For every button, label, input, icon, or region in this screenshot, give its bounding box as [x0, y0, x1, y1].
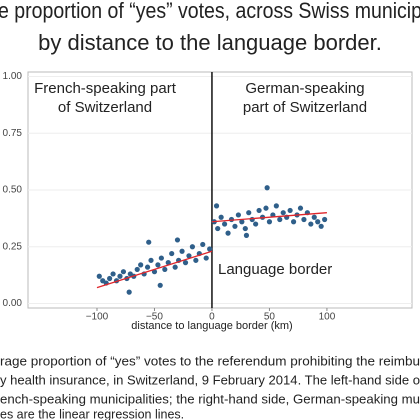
- point: [107, 275, 113, 282]
- y-tick-label: 0.25: [3, 241, 23, 252]
- x-tick-label: −50: [146, 312, 163, 323]
- point: [264, 185, 270, 191]
- caption: es are the linear regression lines.: [0, 407, 184, 420]
- point: [263, 205, 269, 211]
- point: [172, 264, 178, 270]
- point: [110, 271, 116, 277]
- point: [225, 230, 231, 236]
- caption: rage proportion of “yes” votes to the re…: [0, 354, 420, 368]
- caption: y health insurance, in Switzerland, 9 Fe…: [0, 373, 420, 387]
- point: [235, 212, 241, 218]
- annotation: French-speaking part: [34, 80, 177, 97]
- point: [277, 216, 283, 223]
- point: [297, 205, 304, 211]
- x-tick-label: 0: [209, 312, 215, 323]
- point: [148, 257, 154, 263]
- title: e proportion of “yes” votes, across Swis…: [0, 0, 420, 23]
- point: [126, 289, 132, 295]
- point: [243, 232, 250, 238]
- point: [207, 246, 213, 252]
- point: [239, 219, 245, 225]
- caption: ench-speaking municipalities; the right-…: [0, 392, 420, 406]
- point: [287, 207, 293, 214]
- x-axis-label: distance to language border (km): [131, 320, 292, 332]
- point: [246, 210, 252, 216]
- x-tick-label: 100: [319, 312, 336, 323]
- point: [146, 239, 152, 245]
- annotation: German-speaking: [245, 80, 364, 97]
- point: [215, 225, 221, 232]
- point: [308, 221, 314, 227]
- point: [96, 273, 102, 279]
- point: [253, 221, 259, 227]
- point: [249, 216, 255, 223]
- point: [158, 255, 164, 261]
- point: [315, 219, 321, 225]
- regression-line: [96, 250, 213, 289]
- annotation: of Switzerland: [58, 99, 152, 116]
- y-tick-label: 1.00: [3, 71, 23, 82]
- x-tick-label: −100: [86, 312, 109, 323]
- point: [120, 269, 127, 275]
- point: [232, 223, 238, 229]
- point: [179, 248, 185, 254]
- point: [169, 250, 175, 257]
- y-tick-label: 0.75: [3, 128, 23, 139]
- point: [213, 203, 220, 209]
- regression-line: [211, 212, 327, 223]
- point: [117, 273, 123, 279]
- point: [189, 244, 196, 250]
- point: [318, 223, 324, 229]
- point: [174, 237, 181, 243]
- point: [162, 266, 168, 273]
- point: [193, 257, 199, 263]
- annotation: part of Switzerland: [243, 99, 367, 116]
- point: [138, 262, 144, 268]
- point: [165, 260, 171, 266]
- point: [322, 216, 328, 223]
- point: [311, 214, 317, 220]
- point: [280, 210, 286, 216]
- point: [256, 207, 262, 214]
- point: [134, 266, 140, 273]
- point: [203, 255, 209, 261]
- annotation: Language border: [218, 261, 332, 278]
- point: [155, 262, 161, 268]
- point: [242, 225, 248, 232]
- point: [182, 260, 189, 266]
- point: [218, 214, 224, 220]
- point: [266, 219, 273, 225]
- point: [290, 219, 297, 225]
- title: by distance to the language border.: [38, 30, 382, 55]
- point: [144, 264, 151, 270]
- point: [200, 241, 206, 248]
- y-tick-label: 0.00: [3, 298, 23, 309]
- point: [186, 253, 192, 259]
- point: [157, 282, 163, 288]
- point: [273, 203, 279, 209]
- point: [301, 216, 307, 223]
- point: [221, 221, 228, 227]
- y-tick-label: 0.50: [3, 185, 23, 196]
- x-tick-label: 50: [264, 312, 276, 323]
